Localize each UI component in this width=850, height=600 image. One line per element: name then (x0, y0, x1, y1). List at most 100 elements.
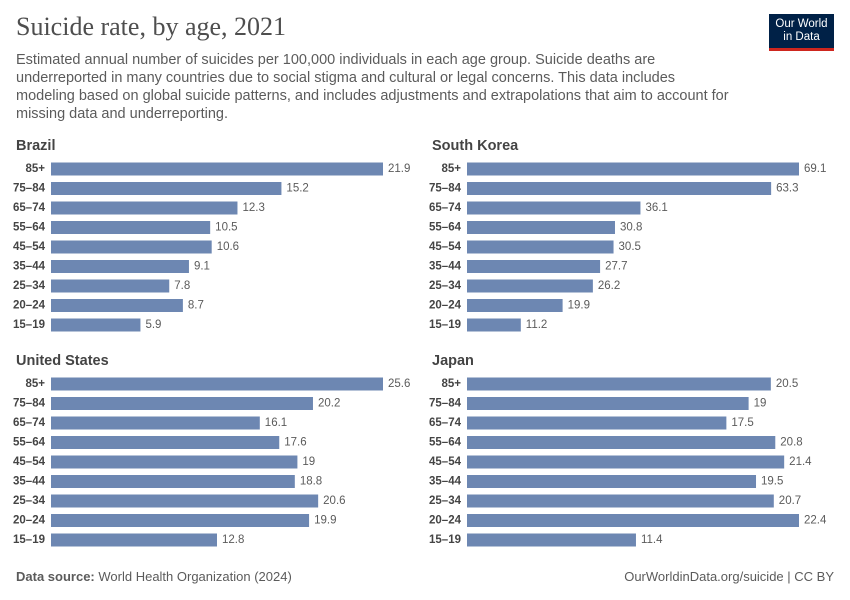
value-label: 11.4 (641, 534, 663, 546)
bar (51, 377, 383, 391)
category-label: 35–44 (13, 261, 46, 273)
charts: Brazil 85+ 21.9 75–84 15.2 65–74 12.3 55–64 10.5… (13, 138, 827, 547)
value-label: 19 (302, 456, 315, 468)
value-label: 63.3 (776, 183, 798, 195)
value-label: 19.9 (568, 300, 590, 312)
category-label: 45–54 (13, 241, 46, 253)
category-label: 25–34 (13, 280, 46, 292)
value-label: 5.9 (145, 319, 161, 331)
value-label: 30.8 (620, 222, 642, 234)
bar (51, 455, 298, 469)
value-label: 30.5 (619, 241, 641, 253)
logo-line: Our World (775, 18, 828, 30)
category-label: 15–19 (429, 534, 461, 546)
bar (467, 201, 641, 215)
value-label: 20.2 (318, 398, 340, 410)
value-label: 36.1 (645, 202, 667, 214)
value-label: 12.8 (222, 534, 244, 546)
value-label: 69.1 (804, 163, 826, 175)
panel-title: South Korea (432, 138, 519, 154)
value-label: 21.4 (789, 456, 812, 468)
value-label: 12.3 (242, 202, 264, 214)
value-label: 26.2 (598, 280, 620, 292)
bar (51, 182, 282, 195)
value-label: 21.9 (388, 163, 410, 175)
value-label: 8.7 (188, 300, 204, 312)
footer-source: Data source: World Health Organization (… (16, 569, 292, 584)
value-label: 22.4 (804, 515, 827, 527)
value-label: 17.6 (284, 437, 306, 449)
category-label: 85+ (25, 163, 45, 175)
bar (51, 416, 260, 430)
category-label: 20–24 (13, 515, 46, 527)
value-label: 25.6 (388, 378, 410, 390)
bar (467, 299, 563, 312)
value-label: 7.8 (174, 280, 190, 292)
value-label: 15.2 (286, 183, 308, 195)
bar (467, 162, 799, 176)
category-label: 85+ (441, 163, 461, 175)
bar (51, 201, 238, 215)
bar (467, 279, 593, 293)
category-label: 15–19 (13, 534, 45, 546)
category-label: 85+ (25, 378, 45, 390)
category-label: 15–19 (429, 319, 461, 331)
category-label: 35–44 (429, 261, 462, 273)
bar (467, 494, 774, 508)
bar (467, 318, 521, 332)
bar (51, 240, 212, 254)
value-label: 16.1 (265, 417, 287, 429)
category-label: 45–54 (13, 456, 46, 468)
source: World Health Organization (2024) (98, 569, 292, 584)
value-label: 19.9 (314, 515, 336, 527)
bar (51, 162, 383, 176)
bar (51, 318, 141, 332)
value-label: 18.8 (300, 476, 322, 488)
panel-title: Brazil (16, 138, 56, 154)
category-label: 25–34 (429, 495, 462, 507)
category-label: 55–64 (13, 437, 46, 449)
title: Suicide rate, by age, 2021 (16, 12, 287, 41)
category-label: 20–24 (429, 515, 462, 527)
bar (467, 260, 601, 273)
bar (467, 182, 772, 195)
bar (51, 514, 310, 527)
bar (467, 455, 785, 469)
value-label: 19 (754, 398, 767, 410)
logo[interactable]: Our World in Data (769, 14, 834, 51)
category-label: 65–74 (13, 417, 46, 429)
bar (51, 299, 183, 312)
category-label: 20–24 (429, 300, 462, 312)
source-label: Data source: (16, 569, 95, 584)
category-label: 35–44 (13, 476, 46, 488)
bar (51, 397, 313, 410)
bar (51, 436, 280, 449)
category-label: 75–84 (13, 183, 46, 195)
category-label: 65–74 (429, 202, 462, 214)
bar (51, 260, 189, 273)
value-label: 10.5 (215, 222, 237, 234)
bar (51, 279, 170, 293)
value-label: 10.6 (217, 241, 239, 253)
category-label: 45–54 (429, 241, 462, 253)
value-label: 11.2 (526, 319, 548, 331)
category-label: 65–74 (429, 417, 462, 429)
subtitle: Estimated annual number of suicides per … (16, 52, 729, 122)
category-label: 55–64 (429, 437, 462, 449)
category-label: 65–74 (13, 202, 46, 214)
panel-title: Japan (432, 353, 474, 369)
value-label: 27.7 (605, 261, 627, 273)
value-label: 20.5 (776, 378, 798, 390)
bar (51, 494, 319, 508)
category-label: 85+ (441, 378, 461, 390)
category-label: 55–64 (429, 222, 462, 234)
category-label: 35–44 (429, 476, 462, 488)
bar (467, 240, 614, 254)
footer-url[interactable]: OurWorldinData.org/suicide | CC BY (624, 569, 834, 584)
bar (467, 377, 771, 391)
value-label: 19.5 (761, 476, 783, 488)
value-label: 20.8 (780, 437, 802, 449)
bar (467, 436, 776, 449)
logo-line: in Data (783, 31, 820, 43)
